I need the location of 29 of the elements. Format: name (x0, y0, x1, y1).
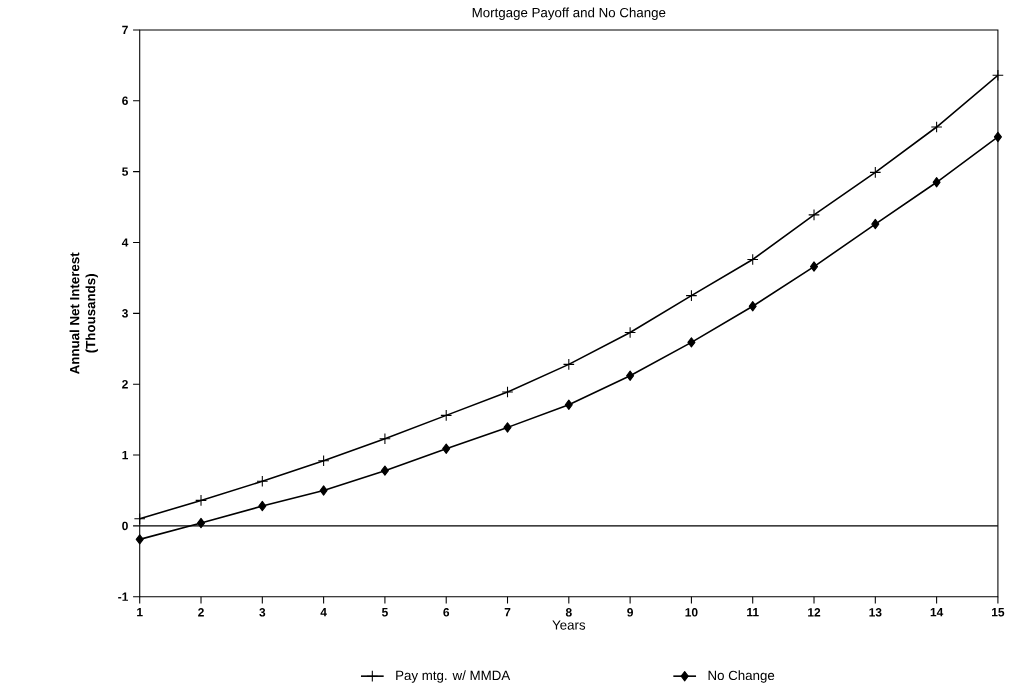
x-axis-title: Years (552, 620, 586, 630)
y-tick-label: 7 (122, 26, 128, 35)
x-tick-label: 6 (443, 608, 450, 617)
x-tick-label: 4 (320, 608, 327, 617)
y-tick-label: -1 (118, 592, 129, 602)
y-tick-label: 4 (121, 238, 129, 247)
x-tick-label: 11 (747, 608, 759, 617)
x-tick-label: 1 (137, 608, 143, 617)
y-tick-label: 3 (121, 309, 128, 318)
y-tick-label: 2 (122, 380, 128, 389)
x-tick-label: 10 (685, 608, 698, 617)
x-tick-label: 14 (930, 608, 944, 617)
x-tick-label: 9 (627, 608, 633, 617)
x-tick-label: 3 (259, 608, 266, 617)
chart-title: Mortgage Payoff and No Change (472, 7, 666, 21)
x-tick-label: 5 (381, 608, 388, 617)
y-tick-label: 6 (122, 96, 128, 106)
y-tick-label: 0 (122, 521, 128, 531)
x-tick-label: 2 (198, 608, 204, 617)
x-tick-label: 13 (869, 608, 882, 617)
x-tick-label: 15 (992, 608, 1005, 617)
x-tick-label: 12 (808, 608, 821, 617)
y-tick-label: 5 (122, 167, 129, 177)
legend-label: Pay mtg. w/ MMDA (396, 670, 511, 683)
x-tick-label: 8 (565, 608, 572, 617)
legend-label: No Change (708, 670, 775, 683)
y-axis-title: Annual Net Interest (Thousands) (69, 252, 98, 375)
y-tick-label: 1 (122, 451, 129, 460)
x-tick-label: 7 (504, 608, 511, 617)
